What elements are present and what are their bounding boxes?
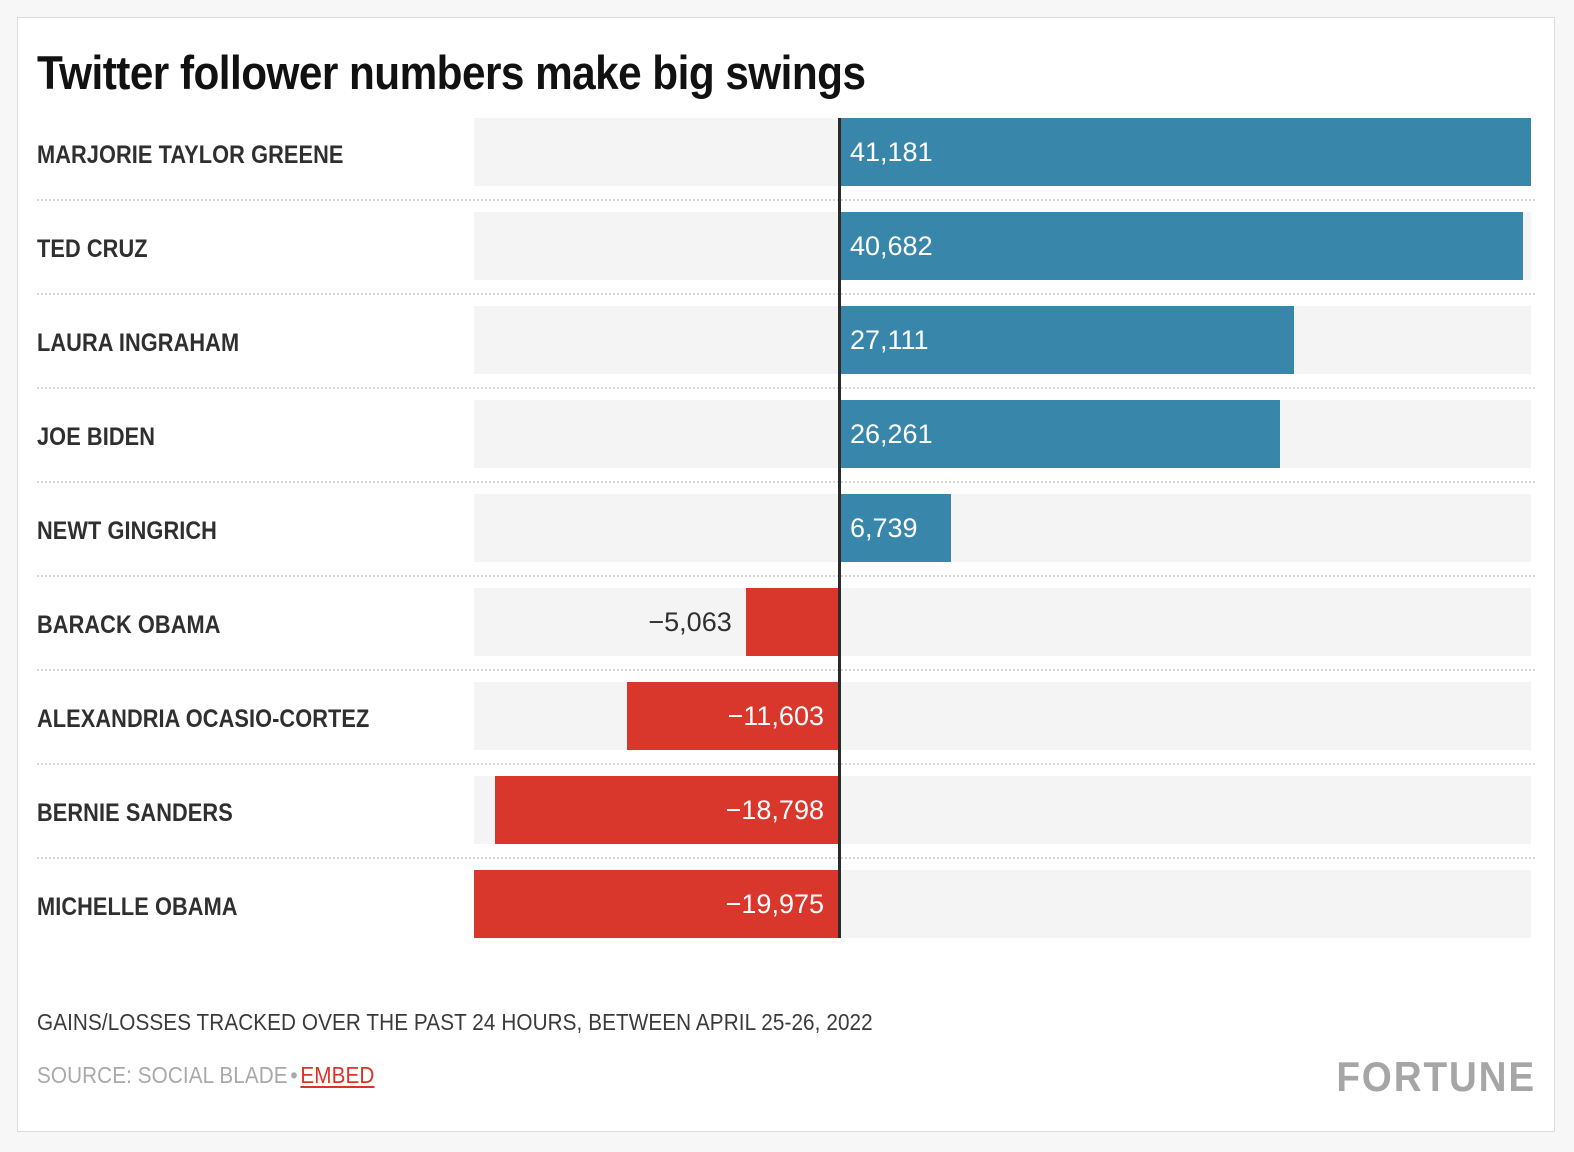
bar[interactable] bbox=[838, 494, 952, 562]
bar[interactable] bbox=[474, 870, 838, 938]
table-row: MARJORIE TAYLOR GREENE 41,181 bbox=[18, 118, 1554, 212]
table-row: TED CRUZ 40,682 bbox=[18, 212, 1554, 306]
bar[interactable] bbox=[495, 776, 838, 844]
bar-category-label: BARACK OBAMA bbox=[37, 611, 221, 639]
table-row: NEWT GINGRICH 6,739 bbox=[18, 494, 1554, 588]
table-row: BARACK OBAMA −5,063 bbox=[18, 588, 1554, 682]
bar-track: 27,111 bbox=[474, 306, 1531, 374]
bar-value-label: −18,798 bbox=[725, 795, 824, 825]
bar-category-label: MARJORIE TAYLOR GREENE bbox=[37, 141, 344, 169]
bar-track: −11,603 bbox=[474, 682, 1531, 750]
page-title: Twitter follower numbers make big swings bbox=[37, 46, 866, 99]
bar[interactable] bbox=[745, 588, 838, 656]
table-row: LAURA INGRAHAM 27,111 bbox=[18, 306, 1554, 400]
row-divider bbox=[37, 293, 1535, 296]
row-divider bbox=[37, 669, 1535, 672]
bar-value-label: −19,975 bbox=[725, 889, 824, 919]
bar-track: −5,063 bbox=[474, 588, 1531, 656]
row-divider bbox=[37, 763, 1535, 766]
row-divider bbox=[37, 387, 1535, 390]
bar-category-label: LAURA INGRAHAM bbox=[37, 329, 240, 357]
source-text: SOURCE: SOCIAL BLADE bbox=[37, 1062, 288, 1088]
bar-value-label: −11,603 bbox=[727, 701, 824, 731]
row-divider bbox=[37, 575, 1535, 578]
fortune-logo: FORTUNE bbox=[1336, 1053, 1536, 1100]
row-divider bbox=[37, 857, 1535, 860]
row-divider bbox=[37, 481, 1535, 484]
bar-category-label: NEWT GINGRICH bbox=[37, 517, 217, 545]
bar-category-label: BERNIE SANDERS bbox=[37, 799, 233, 827]
bar-value-label: 6,739 bbox=[850, 513, 918, 543]
bar[interactable] bbox=[838, 400, 1280, 468]
bar-track: −19,975 bbox=[474, 870, 1531, 938]
bar-value-label: −5,063 bbox=[648, 607, 732, 637]
bar-category-label: TED CRUZ bbox=[37, 235, 148, 263]
table-row: JOE BIDEN 26,261 bbox=[18, 400, 1554, 494]
chart-footnote: GAINS/LOSSES TRACKED OVER THE PAST 24 HO… bbox=[37, 1009, 873, 1035]
bar-track: −18,798 bbox=[474, 776, 1531, 844]
embed-link[interactable]: EMBED bbox=[300, 1062, 375, 1088]
bar-category-label: MICHELLE OBAMA bbox=[37, 893, 238, 921]
row-divider bbox=[37, 199, 1535, 202]
table-row: BERNIE SANDERS −18,798 bbox=[18, 776, 1554, 870]
bar-value-label: 41,181 bbox=[850, 137, 933, 167]
bar[interactable] bbox=[838, 118, 1531, 186]
bar-track: 41,181 bbox=[474, 118, 1531, 186]
bar-category-label: ALEXANDRIA OCASIO-CORTEZ bbox=[37, 705, 370, 733]
bar-category-label: JOE BIDEN bbox=[37, 423, 156, 451]
bar[interactable] bbox=[838, 306, 1295, 374]
bar-track: 6,739 bbox=[474, 494, 1531, 562]
bar-value-label: 40,682 bbox=[850, 231, 933, 261]
table-row: ALEXANDRIA OCASIO-CORTEZ −11,603 bbox=[18, 682, 1554, 776]
bar[interactable] bbox=[626, 682, 838, 750]
bar-track: 40,682 bbox=[474, 212, 1531, 280]
bar-chart-plot: MARJORIE TAYLOR GREENE 41,181 TED CRUZ 40,6… bbox=[18, 118, 1554, 958]
chart-card: Twitter follower numbers make big swings… bbox=[17, 17, 1555, 1132]
source-separator: • bbox=[290, 1062, 298, 1088]
source-line: SOURCE: SOCIAL BLADE • EMBED bbox=[37, 1061, 374, 1089]
bar-track: 26,261 bbox=[474, 400, 1531, 468]
table-row: MICHELLE OBAMA −19,975 bbox=[18, 870, 1554, 964]
bar-value-label: 27,111 bbox=[850, 325, 929, 355]
bar-value-label: 26,261 bbox=[850, 419, 933, 449]
zero-axis-line bbox=[838, 118, 841, 938]
bar[interactable] bbox=[838, 212, 1523, 280]
